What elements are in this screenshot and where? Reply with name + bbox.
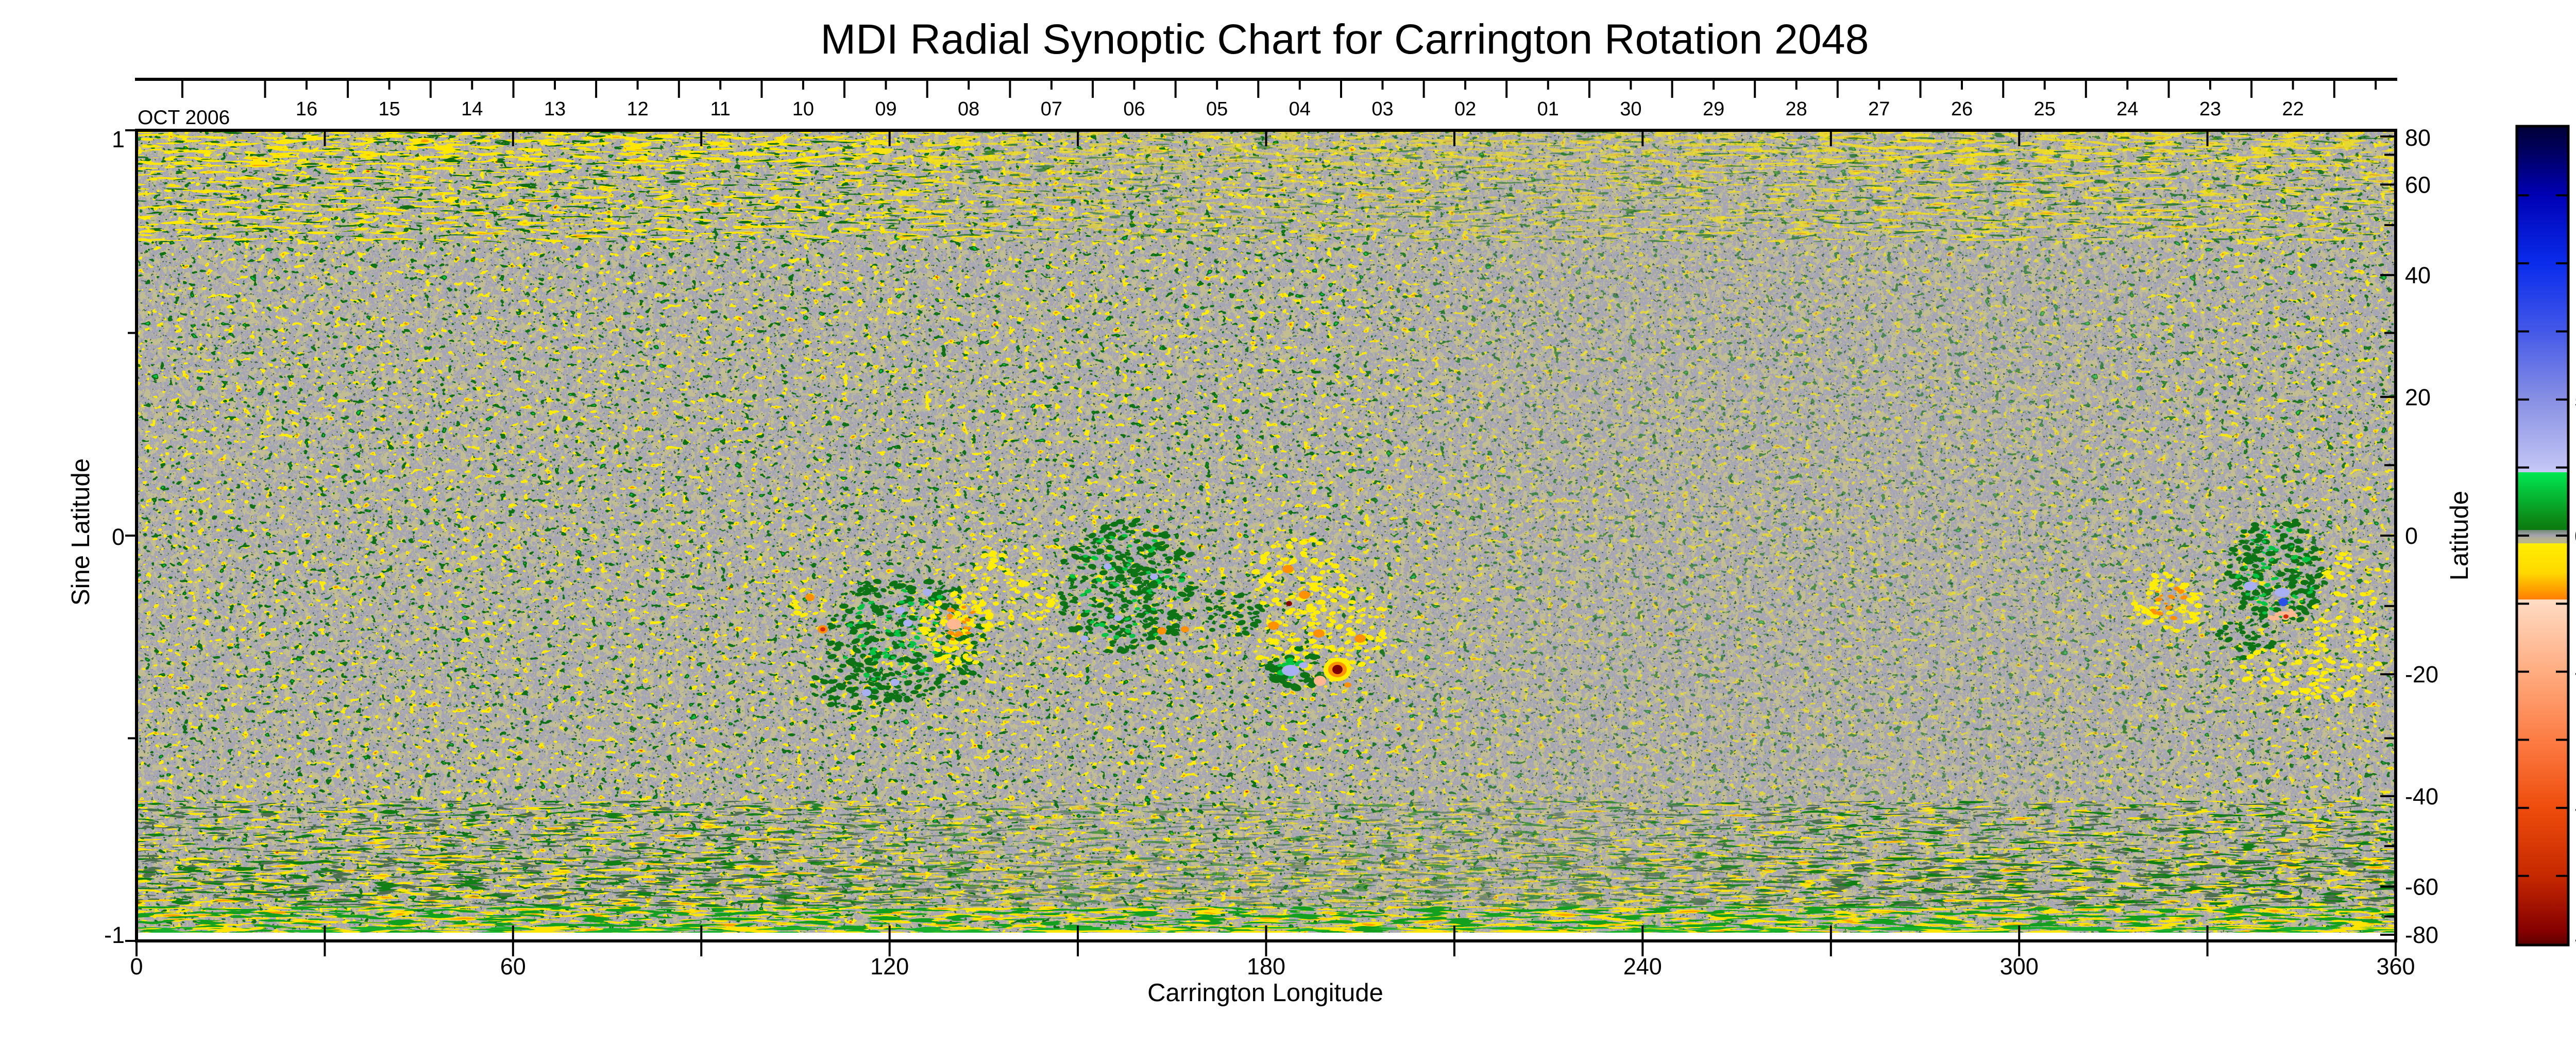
svg-text:1: 1 bbox=[112, 126, 125, 152]
svg-text:15: 15 bbox=[378, 98, 400, 120]
svg-text:03: 03 bbox=[1371, 98, 1393, 120]
svg-text:-1: -1 bbox=[104, 922, 125, 948]
svg-text:1500: 1500 bbox=[2574, 123, 2576, 148]
svg-text:-20: -20 bbox=[2405, 661, 2438, 688]
svg-text:-60: -60 bbox=[2405, 874, 2438, 900]
svg-text:300: 300 bbox=[2000, 953, 2039, 980]
svg-text:05: 05 bbox=[1206, 98, 1228, 120]
svg-text:MDI Radial Synoptic Chart for: MDI Radial Synoptic Chart for Carrington… bbox=[821, 16, 1869, 63]
svg-text:01: 01 bbox=[1537, 98, 1559, 120]
svg-text:09: 09 bbox=[875, 98, 896, 120]
svg-text:0: 0 bbox=[112, 524, 125, 550]
svg-text:11: 11 bbox=[710, 98, 730, 120]
svg-text:13: 13 bbox=[544, 98, 566, 120]
svg-text:120: 120 bbox=[870, 953, 909, 980]
svg-text:12: 12 bbox=[626, 98, 648, 120]
svg-text:Carrington Longitude: Carrington Longitude bbox=[1147, 979, 1383, 1007]
svg-text:24: 24 bbox=[2116, 98, 2138, 120]
svg-text:-500: -500 bbox=[2574, 660, 2576, 685]
svg-text:OCT 2006: OCT 2006 bbox=[138, 107, 230, 129]
svg-text:10: 10 bbox=[792, 98, 814, 120]
svg-text:180: 180 bbox=[1247, 953, 1285, 980]
svg-text:25: 25 bbox=[2034, 98, 2056, 120]
svg-text:07: 07 bbox=[1041, 98, 1062, 120]
svg-text:29: 29 bbox=[1703, 98, 1724, 120]
svg-text:26: 26 bbox=[1951, 98, 1973, 120]
svg-text:06: 06 bbox=[1123, 98, 1145, 120]
svg-text:22: 22 bbox=[2282, 98, 2303, 120]
svg-text:240: 240 bbox=[1623, 953, 1662, 980]
svg-text:Sine Latitude: Sine Latitude bbox=[67, 458, 95, 606]
svg-text:-1500: -1500 bbox=[2574, 926, 2576, 952]
svg-text:0: 0 bbox=[130, 953, 143, 980]
svg-text:-40: -40 bbox=[2405, 783, 2438, 810]
svg-text:-1000: -1000 bbox=[2574, 796, 2576, 821]
svg-text:80: 80 bbox=[2405, 125, 2431, 151]
svg-text:23: 23 bbox=[2199, 98, 2221, 120]
svg-text:360: 360 bbox=[2376, 953, 2415, 980]
svg-text:1000: 1000 bbox=[2574, 251, 2576, 277]
svg-text:04: 04 bbox=[1289, 98, 1311, 120]
svg-text:60: 60 bbox=[2405, 171, 2431, 198]
svg-text:Latitude: Latitude bbox=[2446, 491, 2473, 580]
svg-text:60: 60 bbox=[500, 953, 526, 980]
svg-text:14: 14 bbox=[461, 98, 483, 120]
svg-text:08: 08 bbox=[958, 98, 979, 120]
svg-text:0: 0 bbox=[2574, 524, 2576, 549]
svg-text:0: 0 bbox=[2405, 523, 2418, 549]
svg-text:28: 28 bbox=[1786, 98, 1807, 120]
svg-text:02: 02 bbox=[1454, 98, 1476, 120]
svg-text:40: 40 bbox=[2405, 262, 2431, 288]
svg-text:20: 20 bbox=[2405, 384, 2431, 410]
svg-text:-80: -80 bbox=[2405, 922, 2438, 948]
svg-text:16: 16 bbox=[296, 98, 317, 120]
svg-text:30: 30 bbox=[1620, 98, 1641, 120]
svg-text:27: 27 bbox=[1868, 98, 1890, 120]
svg-text:500: 500 bbox=[2574, 388, 2576, 413]
